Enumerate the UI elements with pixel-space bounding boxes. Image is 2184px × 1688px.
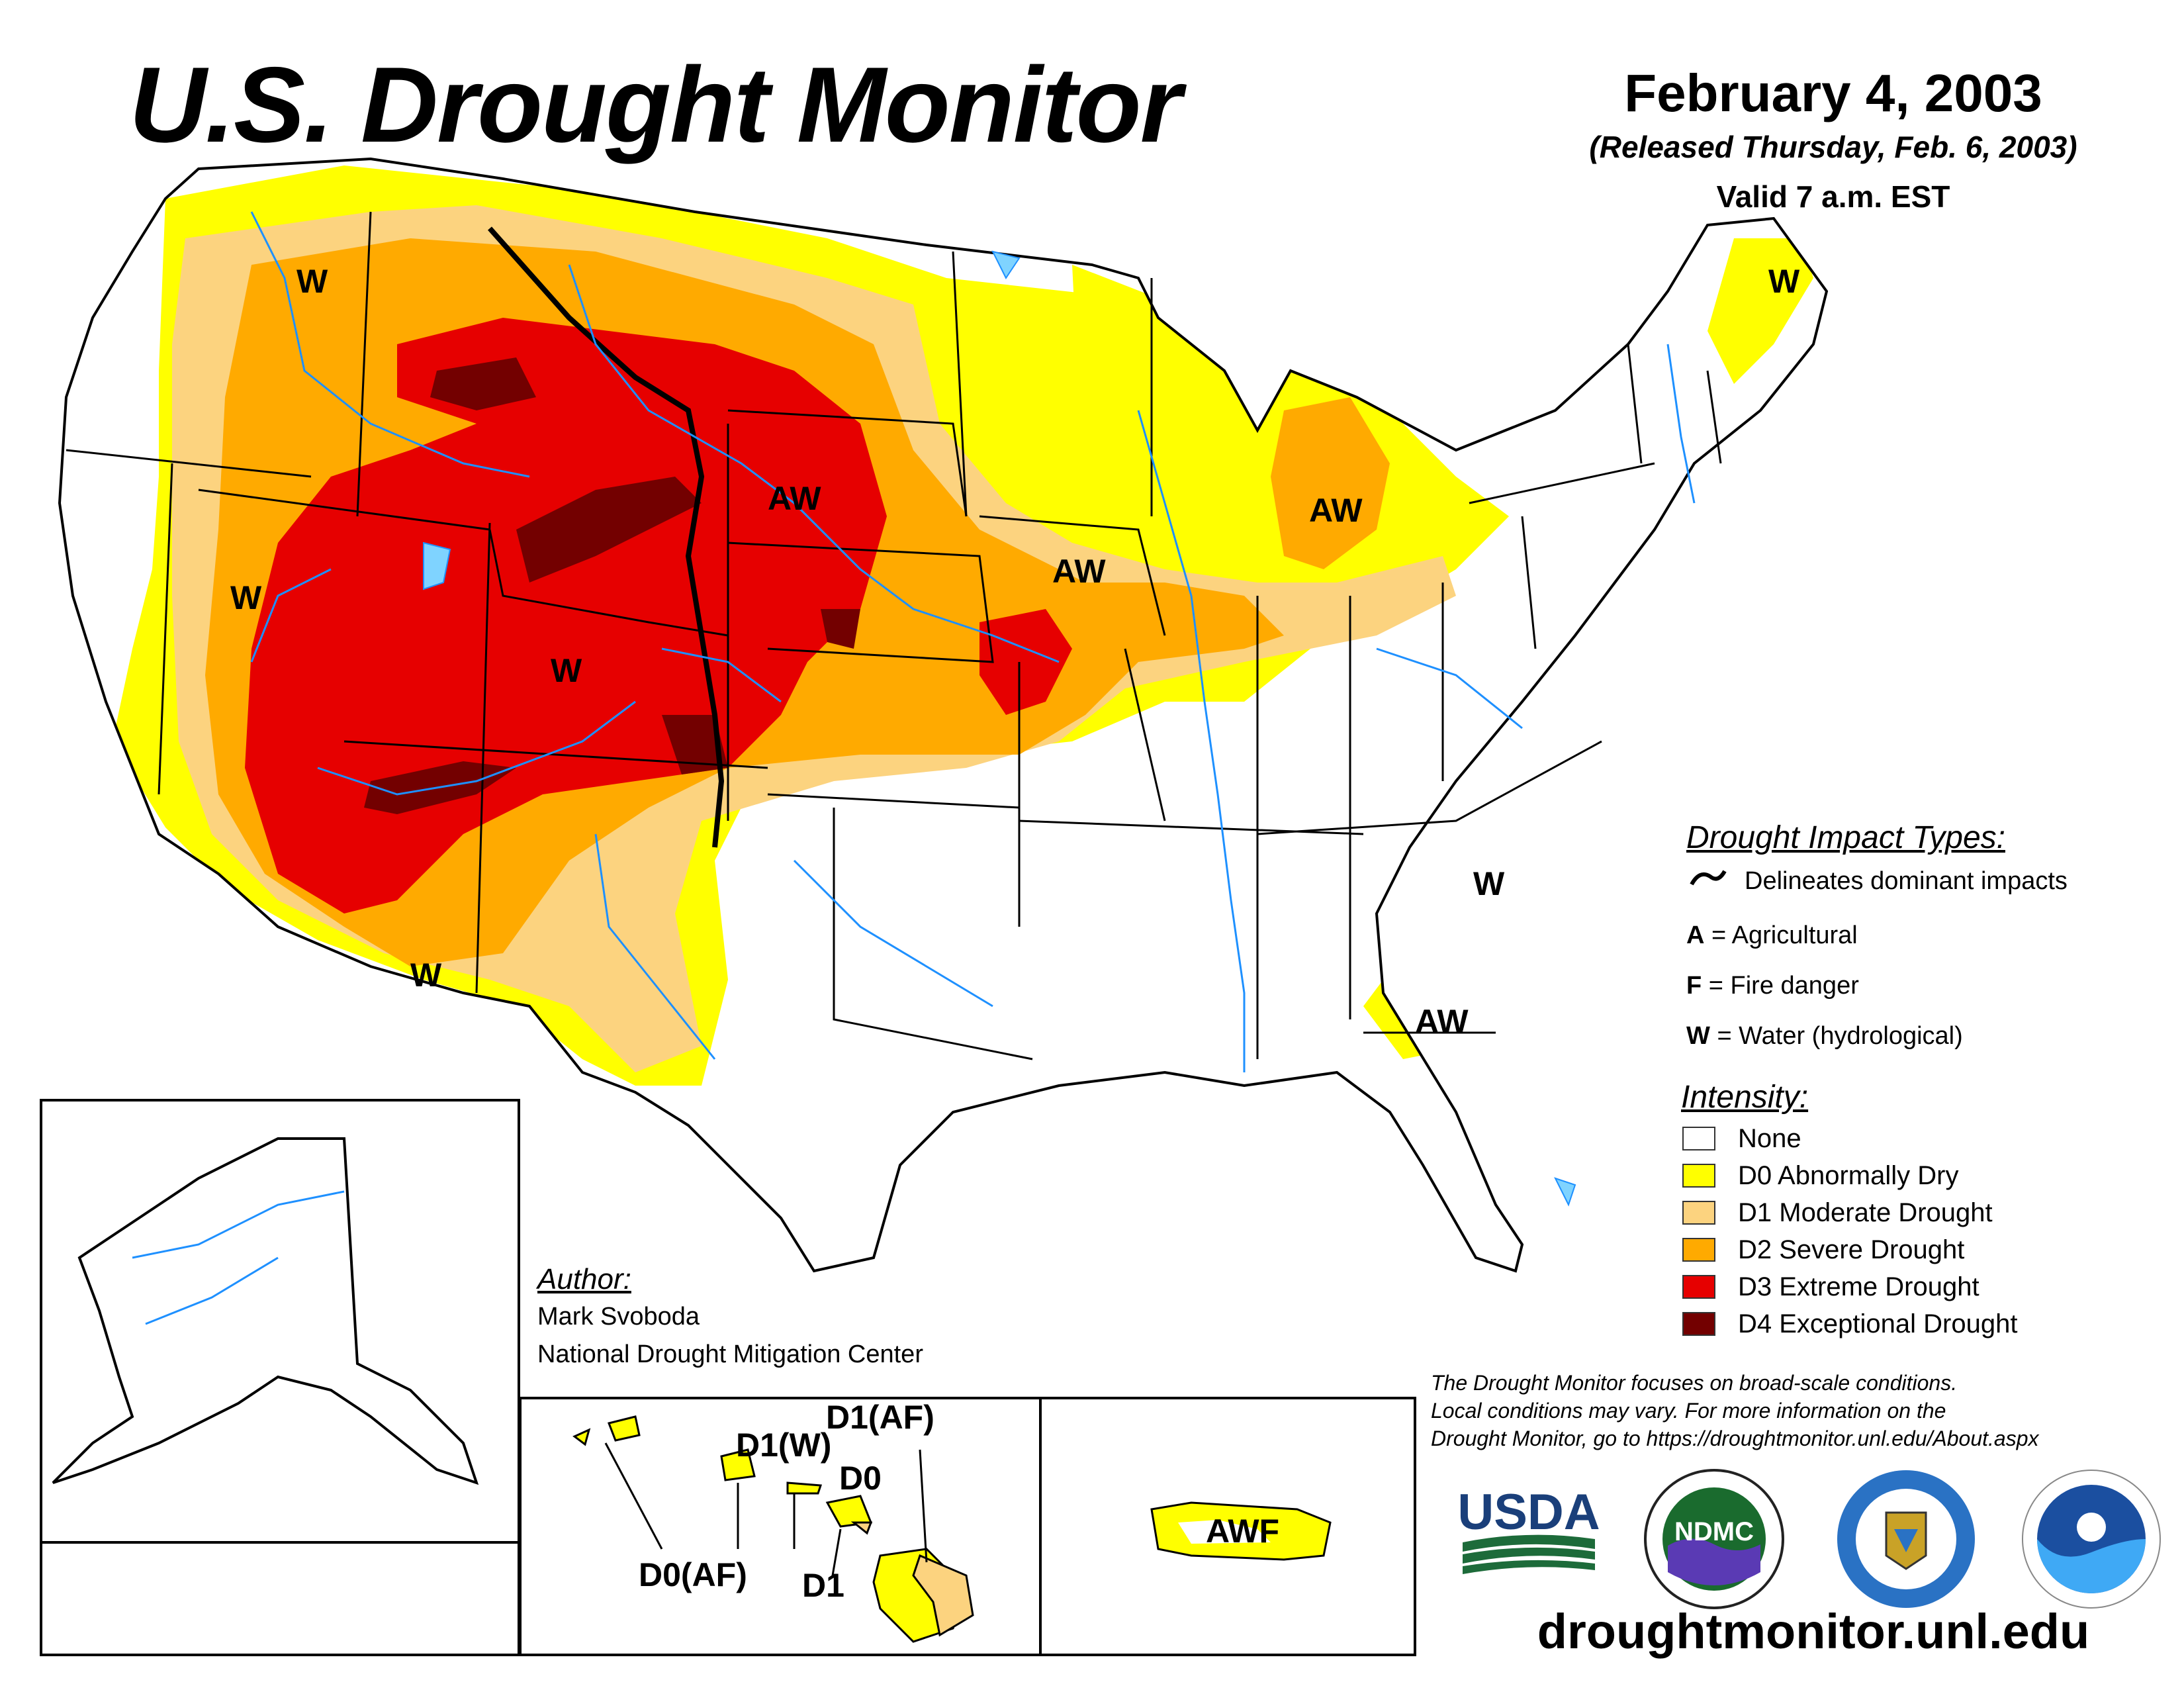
- puerto-rico-label: AWF: [1206, 1513, 1279, 1550]
- hawaii-label-d0af: D0(AF): [639, 1556, 747, 1593]
- usda-logo: USDA: [1457, 1484, 1600, 1574]
- hawaii-islands: [572, 1415, 974, 1643]
- map-label-aw-georgia: AW: [1415, 1003, 1469, 1040]
- release-note: (Released Thursday, Feb. 6, 2003): [1589, 130, 2077, 164]
- page-title: U.S. Drought Monitor: [129, 45, 1182, 165]
- author-organization: National Drought Mitigation Center: [537, 1340, 923, 1368]
- map-label-aw-iowa: AW: [1052, 553, 1106, 590]
- disclaimer-line: The Drought Monitor focuses on broad-sca…: [1431, 1371, 1958, 1395]
- website-url[interactable]: droughtmonitor.unl.edu: [1537, 1604, 2090, 1659]
- intensity-swatch-d1: [1682, 1201, 1715, 1225]
- author-name: Mark Svoboda: [537, 1303, 700, 1331]
- intensity-legend: None D0 Abnormally Dry D1 Moderate Droug…: [1682, 1120, 2017, 1342]
- impact-legend-heading: Drought Impact Types:: [1686, 820, 2005, 855]
- map-date: February 4, 2003: [1624, 64, 2042, 122]
- d4-area-north: [430, 357, 536, 410]
- d4-area-wyoming: [516, 477, 702, 583]
- noaa-logo: [2022, 1470, 2161, 1609]
- map-label-aw-dakota: AW: [768, 480, 821, 517]
- intensity-legend-heading: Intensity:: [1681, 1080, 1809, 1115]
- alaska-rivers: [132, 1190, 345, 1325]
- conus-impact-labels: W W W W W W AW AW AW AW: [230, 263, 1800, 1040]
- hawaii-label-d0: D0: [839, 1460, 882, 1497]
- impact-legend-agricultural: A = Agricultural: [1686, 921, 1858, 949]
- d2-area-michigan: [1271, 397, 1390, 569]
- intensity-item-d1: D1 Moderate Drought: [1682, 1194, 2017, 1231]
- map-label-w-maine: W: [1768, 263, 1800, 300]
- ndmc-logo: NDMC: [1644, 1469, 1784, 1609]
- rivers: [250, 211, 1696, 1072]
- author-heading: Author:: [537, 1263, 631, 1295]
- intensity-swatch-d2: [1682, 1238, 1715, 1262]
- hawaii-label-d1w: D1(W): [736, 1427, 831, 1464]
- svg-text:USDA: USDA: [1457, 1484, 1600, 1540]
- svg-text:NDMC: NDMC: [1674, 1517, 1754, 1546]
- intensity-swatch-none: [1682, 1127, 1715, 1150]
- hawaii-labels: D1(W) D1(AF) D0 D0(AF) D1: [639, 1399, 934, 1604]
- doc-seal-logo: [1837, 1470, 1975, 1608]
- d3-area-missouri: [979, 609, 1072, 715]
- intensity-item-d2: D2 Severe Drought: [1682, 1231, 2017, 1268]
- intensity-item-d3: D3 Extreme Drought: [1682, 1268, 2017, 1305]
- conus-outline: [58, 157, 1829, 1273]
- valid-time: Valid 7 a.m. EST: [1716, 179, 1950, 214]
- puerto-rico-interior: [1178, 1520, 1271, 1544]
- intensity-swatch-d4: [1682, 1312, 1715, 1336]
- map-label-aw-michigan: AW: [1309, 492, 1363, 529]
- hawaii-leader-lines: [604, 1442, 928, 1576]
- hawaii-label-d1af: D1(AF): [826, 1399, 934, 1436]
- intensity-item-d4: D4 Exceptional Drought: [1682, 1305, 2017, 1342]
- state-borders: [66, 211, 1722, 1060]
- intensity-item-none: None: [1682, 1120, 2017, 1157]
- impact-delineation-line: [488, 226, 725, 848]
- lakes: [423, 250, 1576, 1207]
- map-label-w-colorado: W: [551, 652, 582, 689]
- intensity-swatch-d0: [1682, 1164, 1715, 1188]
- impact-legend-delineates: Delineates dominant impacts: [1745, 867, 2068, 895]
- delineation-glyph: [1690, 870, 1727, 886]
- d0-area-maine: [1707, 238, 1813, 384]
- intensity-swatch-d3: [1682, 1275, 1715, 1299]
- map-label-w-carolinas: W: [1473, 865, 1505, 902]
- disclaimer-line: Drought Monitor, go to https://droughtmo…: [1431, 1427, 2039, 1450]
- d4-area-nebraska: [821, 609, 860, 649]
- map-label-w-arizona: W: [410, 957, 442, 994]
- disclaimer: The Drought Monitor focuses on broad-sca…: [1431, 1369, 2172, 1452]
- impact-legend-water: W = Water (hydrological): [1686, 1022, 1963, 1050]
- intensity-item-d0: D0 Abnormally Dry: [1682, 1157, 2017, 1194]
- impact-legend-fire: F = Fire danger: [1686, 972, 1859, 1000]
- alaska-shape: [52, 1137, 479, 1485]
- map-label-w-pacific-nw: W: [296, 263, 328, 300]
- hawaii-label-d1: D1: [802, 1567, 844, 1604]
- map-label-w-nevada: W: [230, 579, 262, 616]
- disclaimer-line: Local conditions may vary. For more info…: [1431, 1399, 1946, 1423]
- d4-area-colorado: [662, 715, 728, 774]
